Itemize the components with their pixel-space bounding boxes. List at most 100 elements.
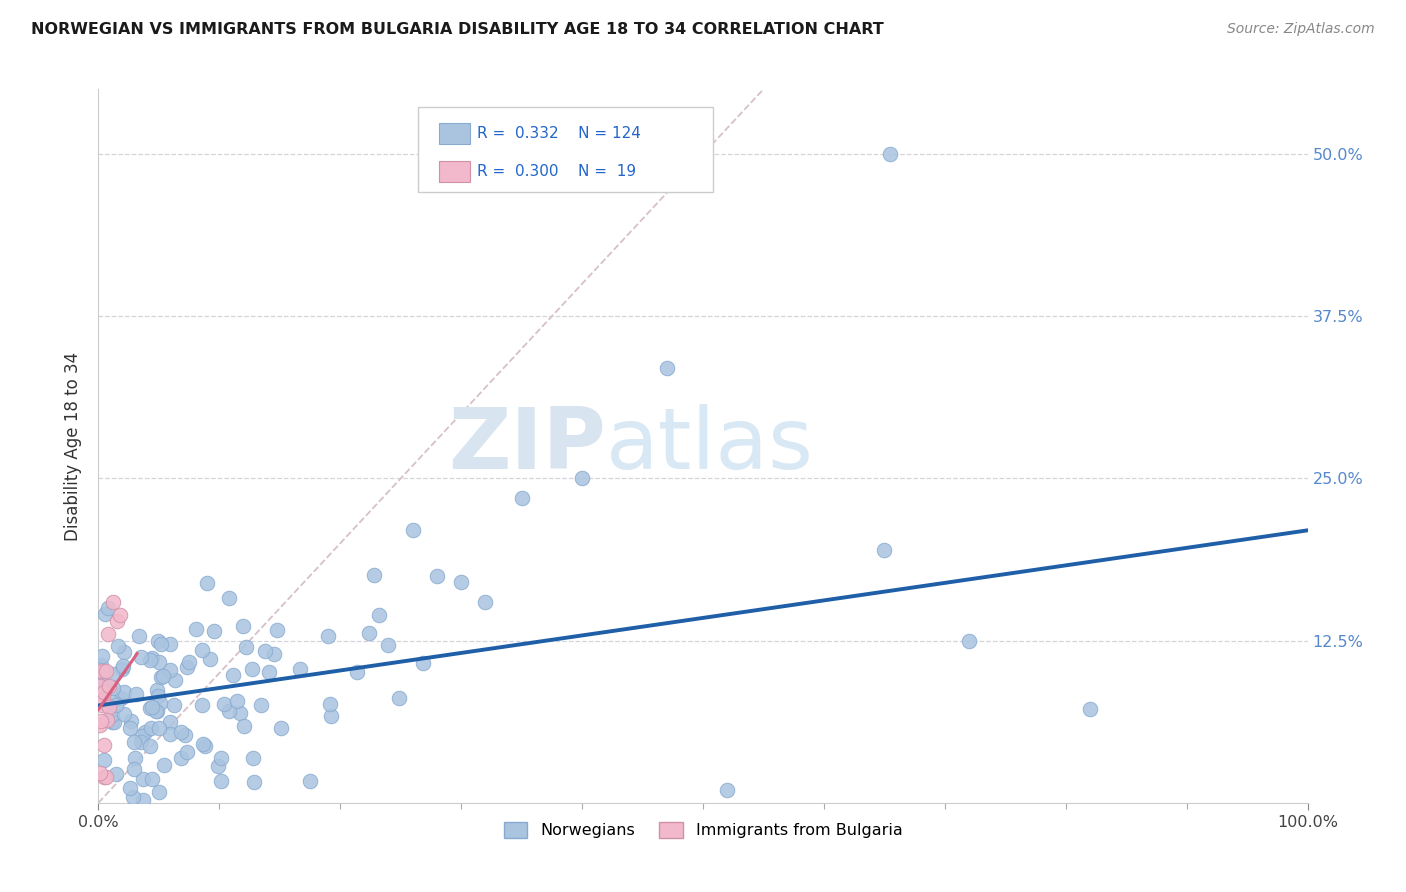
Point	[148, 655, 170, 669]
Point	[145, 683, 167, 698]
Point	[209, 750, 232, 764]
Point	[191, 738, 214, 752]
Point	[263, 647, 285, 661]
Point	[145, 704, 167, 718]
Point	[177, 655, 200, 669]
Point	[90, 714, 112, 728]
Point	[98, 679, 121, 693]
Point	[319, 697, 342, 711]
Point	[288, 662, 311, 676]
Point	[218, 591, 240, 605]
Point	[105, 698, 128, 713]
Point	[103, 714, 125, 729]
Point	[242, 751, 264, 765]
Point	[111, 659, 134, 673]
Point	[198, 652, 221, 666]
Point	[202, 624, 225, 638]
Point	[163, 698, 186, 712]
Point	[100, 708, 122, 723]
Point	[97, 700, 120, 714]
Point	[96, 664, 118, 678]
Point	[101, 595, 124, 609]
Point	[298, 774, 321, 789]
Point	[134, 725, 156, 739]
Point	[152, 758, 174, 772]
Point	[368, 608, 391, 623]
Point	[174, 728, 197, 742]
Point	[112, 645, 135, 659]
Point	[146, 689, 169, 703]
Point	[170, 725, 193, 739]
Point	[132, 772, 155, 786]
Point	[112, 706, 135, 721]
Point	[474, 595, 496, 609]
Point	[122, 762, 145, 776]
Point	[191, 698, 214, 712]
Point	[240, 662, 263, 676]
Point	[225, 694, 247, 708]
Point	[89, 677, 111, 691]
Text: R =  0.300    N =  19: R = 0.300 N = 19	[477, 163, 636, 178]
Point	[159, 727, 181, 741]
Point	[149, 697, 172, 711]
Point	[101, 667, 124, 681]
Point	[120, 714, 142, 728]
Point	[96, 713, 118, 727]
Point	[101, 681, 124, 695]
Point	[122, 735, 145, 749]
Point	[145, 704, 167, 718]
Point	[266, 623, 288, 637]
Text: ZIP: ZIP	[449, 404, 606, 488]
Point	[125, 687, 148, 701]
Point	[93, 738, 115, 752]
Point	[89, 766, 111, 780]
Point	[108, 607, 131, 622]
Point	[90, 664, 112, 678]
Point	[194, 739, 217, 753]
Point	[346, 665, 368, 679]
Point	[93, 685, 115, 699]
Point	[132, 793, 155, 807]
Point	[402, 524, 425, 538]
Legend: Norwegians, Immigrants from Bulgaria: Norwegians, Immigrants from Bulgaria	[498, 816, 908, 845]
Point	[104, 767, 127, 781]
Point	[122, 789, 145, 804]
Point	[165, 673, 187, 687]
Point	[571, 471, 593, 485]
Point	[209, 773, 232, 788]
Point	[150, 670, 173, 684]
Point	[716, 782, 738, 797]
Point	[957, 633, 980, 648]
Point	[107, 639, 129, 653]
Point	[149, 637, 172, 651]
Text: atlas: atlas	[606, 404, 814, 488]
Point	[229, 706, 252, 720]
Y-axis label: Disability Age 18 to 34: Disability Age 18 to 34	[65, 351, 83, 541]
Point	[111, 662, 134, 676]
Point	[388, 691, 411, 706]
Point	[363, 568, 385, 582]
Text: Source: ZipAtlas.com: Source: ZipAtlas.com	[1227, 22, 1375, 37]
Point	[141, 772, 163, 786]
Point	[112, 685, 135, 699]
Point	[319, 708, 342, 723]
Point	[129, 650, 152, 665]
Point	[879, 147, 901, 161]
Point	[94, 770, 117, 784]
Point	[450, 575, 472, 590]
Point	[510, 491, 533, 505]
Point	[91, 692, 114, 706]
Point	[316, 629, 339, 643]
Point	[148, 785, 170, 799]
Point	[91, 649, 114, 664]
Point	[257, 665, 280, 679]
Point	[101, 695, 124, 709]
Point	[110, 690, 132, 705]
Point	[89, 679, 111, 693]
Point	[243, 775, 266, 789]
Point	[169, 751, 191, 765]
Point	[90, 657, 112, 672]
Point	[141, 699, 163, 714]
Point	[141, 721, 163, 735]
Point	[118, 721, 141, 735]
